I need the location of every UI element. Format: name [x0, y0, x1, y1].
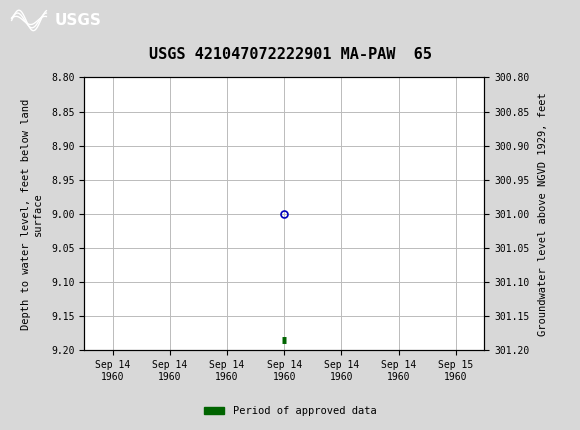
Text: USGS 421047072222901 MA-PAW  65: USGS 421047072222901 MA-PAW 65: [148, 47, 432, 62]
Text: USGS: USGS: [55, 13, 102, 28]
Legend: Period of approved data: Period of approved data: [200, 402, 380, 421]
Y-axis label: Groundwater level above NGVD 1929, feet: Groundwater level above NGVD 1929, feet: [538, 92, 548, 336]
Y-axis label: Depth to water level, feet below land
surface: Depth to water level, feet below land su…: [21, 98, 42, 329]
